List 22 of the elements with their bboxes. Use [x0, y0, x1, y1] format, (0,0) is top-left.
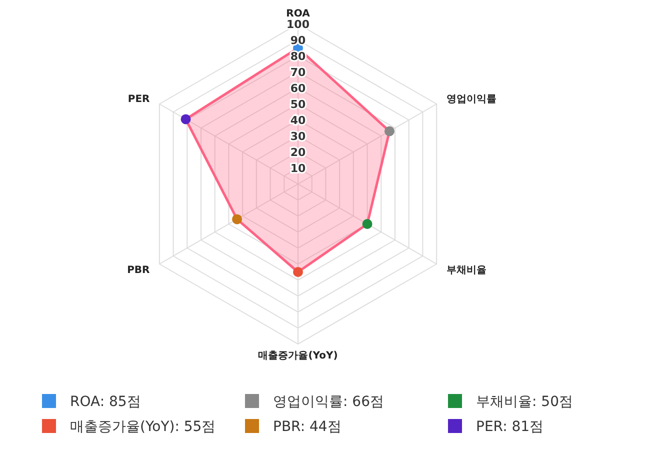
- y-tick-label: 60: [290, 82, 306, 95]
- spoke-label: ROA: [286, 8, 310, 20]
- text: PER: 81점: [476, 418, 544, 435]
- y-tick-label: 70: [290, 66, 306, 79]
- y-tick-label: 30: [290, 130, 306, 143]
- y-tick-label: 10: [290, 162, 306, 175]
- spoke-label: 매출증가율(YoY): [258, 350, 338, 362]
- y-tick-label: 90: [290, 34, 306, 47]
- text: PBR: 44점: [273, 418, 342, 435]
- spoke-label: PER: [128, 94, 150, 105]
- y-tick-label: 80: [290, 50, 306, 63]
- text: ROA: 85점: [70, 394, 141, 410]
- spoke-label: PBR: [127, 265, 150, 276]
- spoke-label: 영업이익률: [446, 94, 496, 105]
- y-tick-label: 40: [290, 114, 306, 127]
- y-tick-label: 50: [290, 98, 306, 111]
- text: 부채비율: 50점: [476, 394, 573, 410]
- text: 매출증가율(YoY): 55점: [70, 418, 216, 435]
- y-tick-label: 20: [290, 146, 306, 159]
- y-tick-label: 100: [286, 18, 310, 31]
- spoke-label: 부채비율: [446, 265, 486, 276]
- text: 영업이익률: 66점: [273, 394, 384, 410]
